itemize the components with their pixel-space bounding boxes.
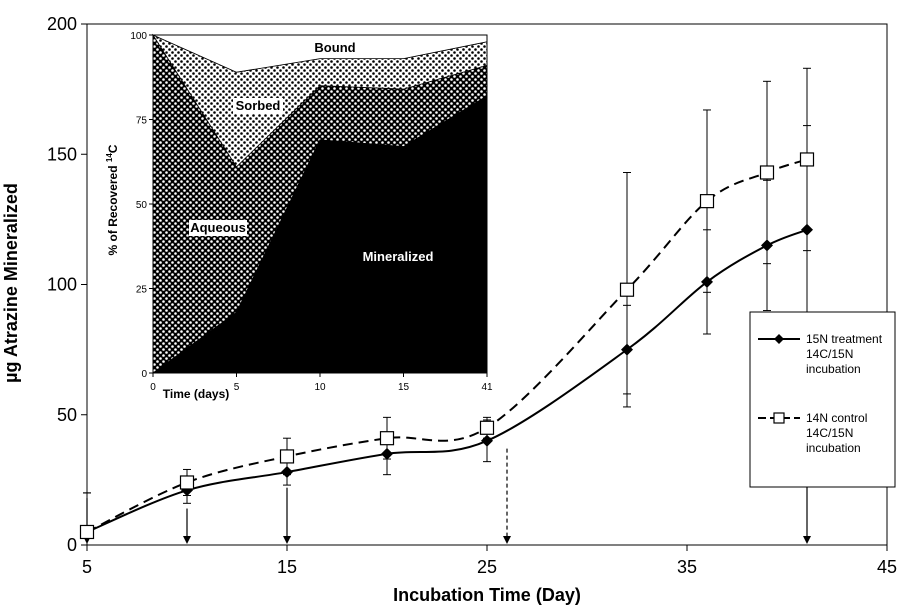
legend-label: 14N control bbox=[806, 411, 867, 425]
data-point-square bbox=[699, 194, 715, 209]
data-point-square bbox=[619, 282, 635, 297]
event-arrows bbox=[83, 448, 811, 544]
event-arrow-head bbox=[183, 536, 191, 544]
data-point-square bbox=[799, 152, 815, 167]
event-arrow-head bbox=[503, 536, 511, 544]
inset-y-tick-label: 50 bbox=[136, 200, 148, 211]
legend-label: incubation bbox=[806, 441, 861, 455]
series-line bbox=[86, 228, 808, 533]
legend-label: 15N treatment bbox=[806, 332, 883, 346]
legend-label: 14C/15N bbox=[806, 426, 853, 440]
inset-x-axis-title: Time (days) bbox=[163, 387, 229, 401]
region-label-bg bbox=[233, 98, 283, 114]
y-tick-label: 200 bbox=[47, 14, 77, 34]
x-tick-label: 45 bbox=[877, 557, 897, 577]
data-point-square bbox=[279, 449, 295, 464]
y-tick-label: 50 bbox=[57, 405, 77, 425]
inset-x-tick-label: 41 bbox=[481, 382, 493, 393]
legend-marker-diamond bbox=[774, 334, 784, 344]
data-point-square bbox=[759, 165, 775, 180]
inset-x-tick-label: 5 bbox=[234, 382, 240, 393]
x-axis-title: Incubation Time (Day) bbox=[393, 585, 581, 605]
y-tick-label: 0 bbox=[67, 535, 77, 555]
inset-chart: 0 5 10 15 41 0 25 50 75 100 Time (days) % of Recove… bbox=[105, 31, 493, 401]
legend-label: 14C/15N bbox=[806, 347, 853, 361]
main-series bbox=[79, 67, 815, 546]
region-label-bg bbox=[189, 220, 247, 236]
x-tick-label: 15 bbox=[277, 557, 297, 577]
inset-x-tick-label: 0 bbox=[150, 382, 156, 393]
legend-box bbox=[749, 311, 896, 488]
data-point-square bbox=[479, 420, 495, 435]
x-tick-label: 5 bbox=[82, 557, 92, 577]
legend-marker-square bbox=[773, 412, 785, 424]
inset-y-tick-label: 0 bbox=[141, 369, 147, 380]
region-label-mineralized: Mineralized bbox=[363, 249, 434, 264]
data-point-square bbox=[379, 431, 395, 446]
data-point-square bbox=[179, 475, 195, 490]
region-label-sorbed: Sorbed bbox=[236, 98, 281, 113]
inset-y-tick-label: 100 bbox=[130, 31, 147, 42]
region-label-aqueous: Aqueous bbox=[190, 220, 246, 235]
x-tick-label: 25 bbox=[477, 557, 497, 577]
y-tick-label: 100 bbox=[47, 275, 77, 295]
x-tick-label: 35 bbox=[677, 557, 697, 577]
event-arrow-head bbox=[283, 536, 291, 544]
inset-y-axis-title: % of Recovered 14C bbox=[105, 144, 120, 255]
y-tick-label: 150 bbox=[47, 144, 77, 164]
legend-label: incubation bbox=[806, 362, 861, 376]
inset-y-tick-label: 75 bbox=[136, 116, 148, 127]
inset-x-tick-label: 10 bbox=[314, 382, 326, 393]
inset-x-tick-label: 15 bbox=[398, 382, 410, 393]
region-label-bound: Bound bbox=[314, 40, 355, 55]
inset-y-tick-label: 25 bbox=[136, 285, 148, 296]
y-axis-title: µg Atrazine Mineralized bbox=[1, 183, 21, 383]
event-arrow-head bbox=[803, 536, 811, 544]
data-point-square bbox=[79, 524, 95, 540]
series-14n-control bbox=[79, 67, 815, 546]
